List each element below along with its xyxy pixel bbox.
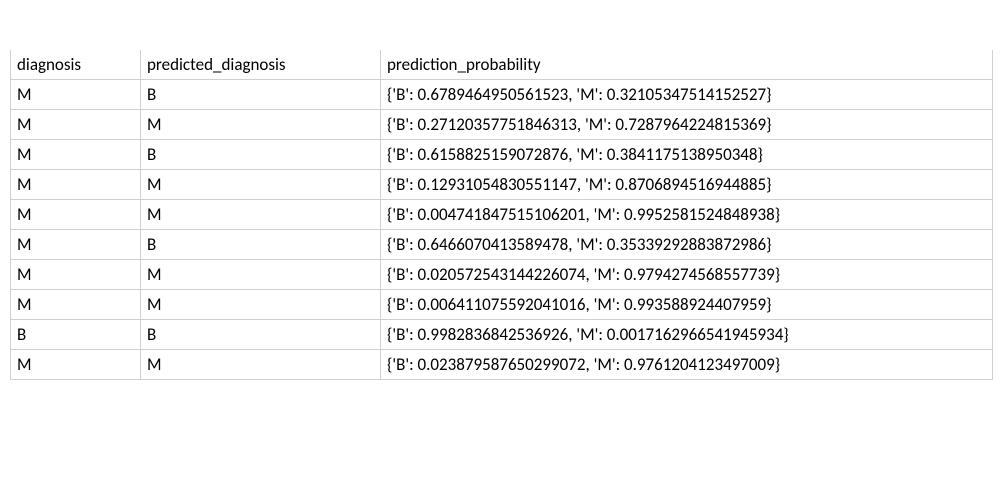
- cell-predicted-diagnosis[interactable]: B: [141, 80, 381, 110]
- cell-diagnosis[interactable]: B: [11, 320, 141, 350]
- table-row: M B {'B': 0.6466070413589478, 'M': 0.353…: [11, 230, 993, 260]
- col-header-label: diagnosis: [17, 54, 81, 75]
- cell-predicted-diagnosis[interactable]: M: [141, 200, 381, 230]
- table-body: M B {'B': 0.6789464950561523, 'M': 0.321…: [11, 80, 993, 380]
- cell-value: {'B': 0.6789464950561523, 'M': 0.3210534…: [387, 84, 772, 105]
- cell-predicted-diagnosis[interactable]: M: [141, 260, 381, 290]
- cell-value: {'B': 0.6158825159072876, 'M': 0.3841175…: [387, 144, 763, 165]
- table-row: M M {'B': 0.023879587650299072, 'M': 0.9…: [11, 350, 993, 380]
- cell-prediction-probability[interactable]: {'B': 0.6158825159072876, 'M': 0.3841175…: [381, 140, 993, 170]
- cell-value: M: [17, 264, 32, 285]
- cell-value: B: [147, 84, 156, 105]
- cell-prediction-probability[interactable]: {'B': 0.12931054830551147, 'M': 0.870689…: [381, 170, 993, 200]
- cell-predicted-diagnosis[interactable]: M: [141, 350, 381, 380]
- cell-value: {'B': 0.27120357751846313, 'M': 0.728796…: [387, 114, 772, 135]
- table-row: M M {'B': 0.27120357751846313, 'M': 0.72…: [11, 110, 993, 140]
- cell-value: {'B': 0.12931054830551147, 'M': 0.870689…: [387, 174, 772, 195]
- cell-value: M: [147, 294, 162, 315]
- spreadsheet-view: diagnosis predicted_diagnosis prediction…: [0, 0, 1000, 500]
- cell-diagnosis[interactable]: M: [11, 140, 141, 170]
- table-row: M M {'B': 0.020572543144226074, 'M': 0.9…: [11, 260, 993, 290]
- cell-prediction-probability[interactable]: {'B': 0.020572543144226074, 'M': 0.97942…: [381, 260, 993, 290]
- cell-predicted-diagnosis[interactable]: M: [141, 290, 381, 320]
- cell-value: B: [147, 234, 156, 255]
- cell-predicted-diagnosis[interactable]: B: [141, 320, 381, 350]
- col-header-predicted-diagnosis[interactable]: predicted_diagnosis: [141, 50, 381, 80]
- cell-predicted-diagnosis[interactable]: B: [141, 230, 381, 260]
- cell-value: B: [147, 144, 156, 165]
- cell-value: M: [17, 114, 32, 135]
- col-header-label: predicted_diagnosis: [147, 54, 286, 75]
- cell-value: M: [17, 84, 32, 105]
- cell-value: {'B': 0.006411075592041016, 'M': 0.99358…: [387, 294, 772, 315]
- cell-value: {'B': 0.6466070413589478, 'M': 0.3533929…: [387, 234, 772, 255]
- cell-predicted-diagnosis[interactable]: M: [141, 170, 381, 200]
- table-row: M B {'B': 0.6158825159072876, 'M': 0.384…: [11, 140, 993, 170]
- table-header-row: diagnosis predicted_diagnosis prediction…: [11, 50, 993, 80]
- cell-value: M: [147, 354, 162, 375]
- cell-prediction-probability[interactable]: {'B': 0.004741847515106201, 'M': 0.99525…: [381, 200, 993, 230]
- cell-prediction-probability[interactable]: {'B': 0.023879587650299072, 'M': 0.97612…: [381, 350, 993, 380]
- cell-value: {'B': 0.9982836842536926, 'M': 0.0017162…: [387, 324, 789, 345]
- cell-predicted-diagnosis[interactable]: M: [141, 110, 381, 140]
- cell-value: M: [147, 264, 162, 285]
- cell-prediction-probability[interactable]: {'B': 0.6789464950561523, 'M': 0.3210534…: [381, 80, 993, 110]
- cell-prediction-probability[interactable]: {'B': 0.6466070413589478, 'M': 0.3533929…: [381, 230, 993, 260]
- cell-value: M: [17, 204, 32, 225]
- cell-value: B: [17, 324, 26, 345]
- table-row: M M {'B': 0.12931054830551147, 'M': 0.87…: [11, 170, 993, 200]
- cell-value: M: [17, 354, 32, 375]
- cell-diagnosis[interactable]: M: [11, 260, 141, 290]
- cell-value: M: [17, 144, 32, 165]
- cell-diagnosis[interactable]: M: [11, 230, 141, 260]
- col-header-diagnosis[interactable]: diagnosis: [11, 50, 141, 80]
- col-header-prediction-probability[interactable]: prediction_probability: [381, 50, 993, 80]
- cell-value: M: [17, 174, 32, 195]
- cell-diagnosis[interactable]: M: [11, 350, 141, 380]
- col-header-label: prediction_probability: [387, 54, 541, 75]
- cell-value: M: [147, 114, 162, 135]
- table-row: M M {'B': 0.004741847515106201, 'M': 0.9…: [11, 200, 993, 230]
- cell-value: M: [17, 294, 32, 315]
- cell-diagnosis[interactable]: M: [11, 200, 141, 230]
- cell-predicted-diagnosis[interactable]: B: [141, 140, 381, 170]
- cell-value: M: [147, 174, 162, 195]
- cell-value: {'B': 0.004741847515106201, 'M': 0.99525…: [387, 204, 780, 225]
- cell-value: B: [147, 324, 156, 345]
- cell-value: M: [17, 234, 32, 255]
- cell-diagnosis[interactable]: M: [11, 290, 141, 320]
- cell-value: {'B': 0.020572543144226074, 'M': 0.97942…: [387, 264, 780, 285]
- cell-diagnosis[interactable]: M: [11, 170, 141, 200]
- cell-value: {'B': 0.023879587650299072, 'M': 0.97612…: [387, 354, 780, 375]
- cell-prediction-probability[interactable]: {'B': 0.006411075592041016, 'M': 0.99358…: [381, 290, 993, 320]
- cell-diagnosis[interactable]: M: [11, 110, 141, 140]
- table-row: M M {'B': 0.006411075592041016, 'M': 0.9…: [11, 290, 993, 320]
- cell-prediction-probability[interactable]: {'B': 0.9982836842536926, 'M': 0.0017162…: [381, 320, 993, 350]
- cell-value: M: [147, 204, 162, 225]
- table-row: B B {'B': 0.9982836842536926, 'M': 0.001…: [11, 320, 993, 350]
- cell-diagnosis[interactable]: M: [11, 80, 141, 110]
- table-row: M B {'B': 0.6789464950561523, 'M': 0.321…: [11, 80, 993, 110]
- cell-prediction-probability[interactable]: {'B': 0.27120357751846313, 'M': 0.728796…: [381, 110, 993, 140]
- data-table: diagnosis predicted_diagnosis prediction…: [10, 50, 993, 380]
